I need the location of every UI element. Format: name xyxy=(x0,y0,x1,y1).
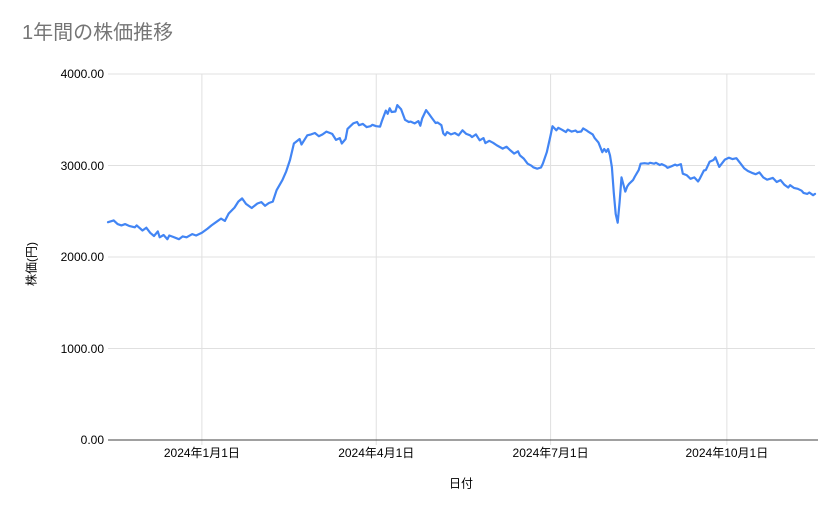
chart-title: 1年間の株価推移 xyxy=(22,22,174,44)
y-axis-tick-label: 0.00 xyxy=(80,433,104,447)
price-line-series xyxy=(106,103,817,241)
x-axis-title: 日付 xyxy=(448,476,474,491)
x-axis-tick-label: 2024年1月1日 xyxy=(163,446,240,460)
y-axis-tick-label: 3000.00 xyxy=(60,158,104,173)
y-axis-title: 株価(円) xyxy=(24,242,39,286)
y-axis-tick-label: 1000.00 xyxy=(60,341,104,356)
y-axis-tick-label: 4000.00 xyxy=(60,67,104,81)
y-axis-tick-label: 2000.00 xyxy=(60,250,104,264)
x-axis-tick-label: 2024年10月1日 xyxy=(685,446,769,460)
x-axis-tick-label: 2024年7月1日 xyxy=(512,446,589,460)
x-axis-tick-label: 2024年4月1日 xyxy=(338,446,415,460)
